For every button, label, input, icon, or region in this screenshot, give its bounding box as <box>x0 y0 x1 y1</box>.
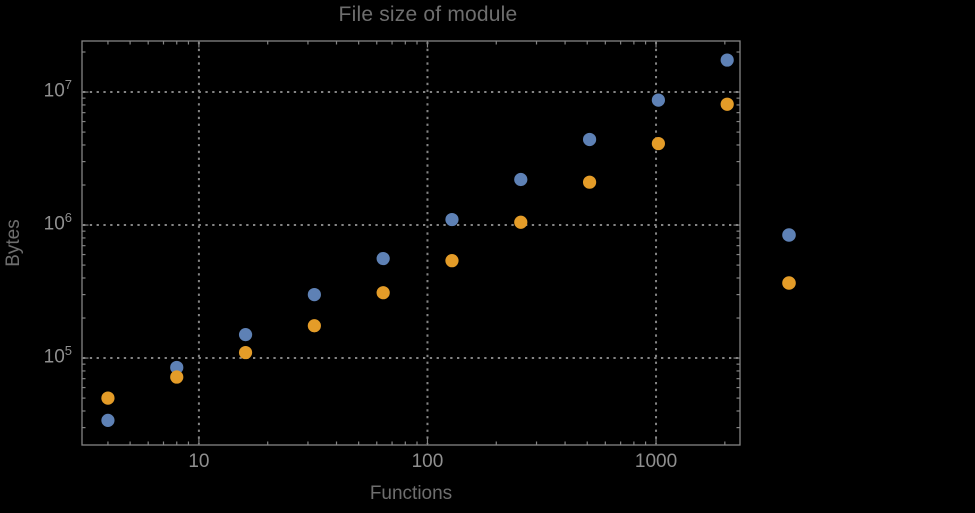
x-tick-label: 1000 <box>634 451 678 472</box>
data-point-series-2 <box>307 319 321 333</box>
data-point-series-1 <box>720 53 734 67</box>
plot-frame <box>81 40 741 446</box>
data-point-series-1 <box>101 413 115 427</box>
data-point-series-2 <box>582 175 597 189</box>
x-tick-label: 100 <box>411 451 444 472</box>
data-point-series-1 <box>376 251 390 266</box>
data-point-series-2 <box>170 370 184 384</box>
data-point-series-2 <box>101 391 115 405</box>
data-point-series-1 <box>238 328 253 342</box>
data-point-series-1 <box>445 212 459 227</box>
y-tick-label: 106 <box>43 210 72 235</box>
data-point-series-2 <box>376 286 390 300</box>
data-point-series-2 <box>238 345 253 360</box>
data-point-series-1 <box>307 288 321 302</box>
data-point-series-2 <box>514 215 528 229</box>
data-point-series-2 <box>651 136 665 151</box>
data-point-series-1 <box>514 172 528 187</box>
legend-marker-series-2 <box>782 276 796 290</box>
chart-title: File size of module <box>338 3 518 26</box>
x-axis-label: Functions <box>369 483 453 504</box>
data-point-series-2 <box>445 254 459 268</box>
data-point-series-1 <box>582 132 597 147</box>
data-point-series-1 <box>651 93 665 107</box>
y-tick-label: 107 <box>43 77 72 102</box>
legend-marker-series-1 <box>782 228 796 242</box>
data-point-series-2 <box>720 97 734 111</box>
x-tick-label: 10 <box>188 451 210 472</box>
data-point-series-1 <box>170 360 184 375</box>
y-tick-label: 105 <box>43 343 72 368</box>
